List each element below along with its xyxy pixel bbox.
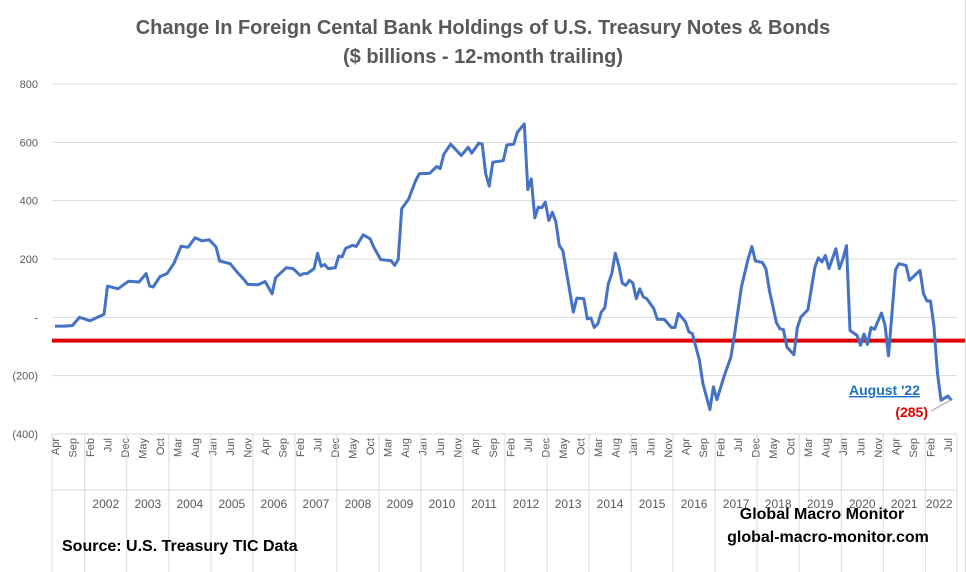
chart-title: Change In Foreign Cental Bank Holdings o… [136,17,831,39]
year-label: 2022 [926,497,953,511]
x-tick-label: Sep [488,438,500,458]
x-tick-label: Oct [365,438,377,455]
x-tick-label: Jan [208,438,220,456]
x-tick-label: Oct [155,438,167,455]
x-tick-label: Jul [733,438,745,452]
x-tick-label: Dec [750,438,762,458]
year-label: 2020 [849,497,876,511]
series-line [55,122,953,411]
x-tick-label: Jun [225,438,237,456]
year-label: 2003 [134,497,161,511]
year-label: 2019 [807,497,834,511]
x-tick-label: Feb [926,438,938,457]
y-tick-label: 600 [20,137,38,149]
x-axis: Apr Sep Feb Jul Dec May Oct Mar Aug Jan Jun Nov Apr S… [50,433,958,572]
year-label: 2011 [471,497,497,511]
y-tick-label: 800 [20,79,38,91]
year-label: 2005 [218,497,245,511]
year-label: 2008 [345,497,372,511]
year-label: 2012 [513,497,540,511]
brand-url: global-macro-monitor.com [727,529,929,546]
x-tick-label: Feb [505,438,517,457]
year-label: 2021 [891,497,918,511]
x-tick-label: Jul [103,438,115,452]
x-tick-label: Aug [610,438,622,458]
x-tick-label: Oct [575,438,587,455]
x-tick-label: Nov [243,438,255,458]
year-label: 2016 [681,497,708,511]
year-label: 2002 [92,497,119,511]
x-tick-label: Apr [50,438,62,455]
gridlines [52,83,957,377]
x-tick-label: Mar [593,438,605,457]
year-label: 2017 [723,497,750,511]
x-tick-label: Dec [330,438,342,458]
chart-subtitle: ($ billions - 12-month trailing) [343,46,623,68]
year-label: 2004 [176,497,203,511]
x-tick-label: Jul [523,438,535,452]
year-label: 2014 [597,497,624,511]
y-tick-label: (200) [12,371,38,383]
x-tick-label: Mar [173,438,185,457]
x-tick-label: Apr [890,438,902,455]
y-tick-label: 200 [20,254,38,266]
x-tick-label: Jul [313,438,325,452]
brand-name: Global Macro Monitor [740,506,904,523]
x-tick-label: Apr [470,438,482,455]
y-tick-label: 400 [20,196,38,208]
x-tick-label: Apr [260,438,272,455]
year-label: 2009 [387,497,414,511]
x-tick-label: Oct [785,438,797,455]
y-tick-label: (400) [12,429,38,441]
x-tick-label: Nov [453,438,465,458]
x-tick-label: Jan [838,438,850,456]
y-tick-label: - [34,312,38,324]
annotation-value-label: (285) [895,404,928,420]
source-note: Source: U.S. Treasury TIC Data [62,538,298,555]
x-tick-label: Jun [855,438,867,456]
x-tick-label: Mar [383,438,395,457]
year-label: 2018 [765,497,792,511]
x-tick-label: Apr [680,438,692,455]
y-axis: 800 600 400 200 - (200) (400) [12,79,38,441]
annotation-date-label: August '22 [849,382,920,398]
x-tick-label: May [558,438,570,459]
x-tick-label: Nov [663,438,675,458]
x-tick-label: Sep [908,438,920,458]
x-tick-label: Aug [400,438,412,458]
x-tick-label: May [348,438,360,459]
year-label: 2013 [555,497,582,511]
x-tick-label: Jun [645,438,657,456]
x-tick-label: Aug [190,438,202,458]
x-tick-label: Dec [120,438,132,458]
x-tick-label: May [138,438,150,459]
x-tick-label: Feb [85,438,97,457]
year-label: 2007 [303,497,330,511]
x-tick-label: Feb [715,438,727,457]
x-tick-label: Jun [435,438,447,456]
annotation-leader-line [930,399,952,412]
x-tick-label: Feb [295,438,307,457]
x-tick-label: May [768,438,780,459]
x-tick-label: Sep [68,438,80,458]
x-tick-label: Aug [820,438,832,458]
x-tick-label: Jan [628,438,640,456]
year-label: 2010 [429,497,456,511]
x-tick-label: Jan [418,438,430,456]
x-tick-label: Nov [873,438,885,458]
year-label: 2006 [261,497,288,511]
x-tick-label: Jul [943,438,955,452]
x-tick-label: Sep [278,438,290,458]
x-tick-label: Sep [698,438,710,458]
year-label: 2015 [639,497,666,511]
x-tick-label: Dec [540,438,552,458]
x-tick-label: Mar [803,438,815,457]
